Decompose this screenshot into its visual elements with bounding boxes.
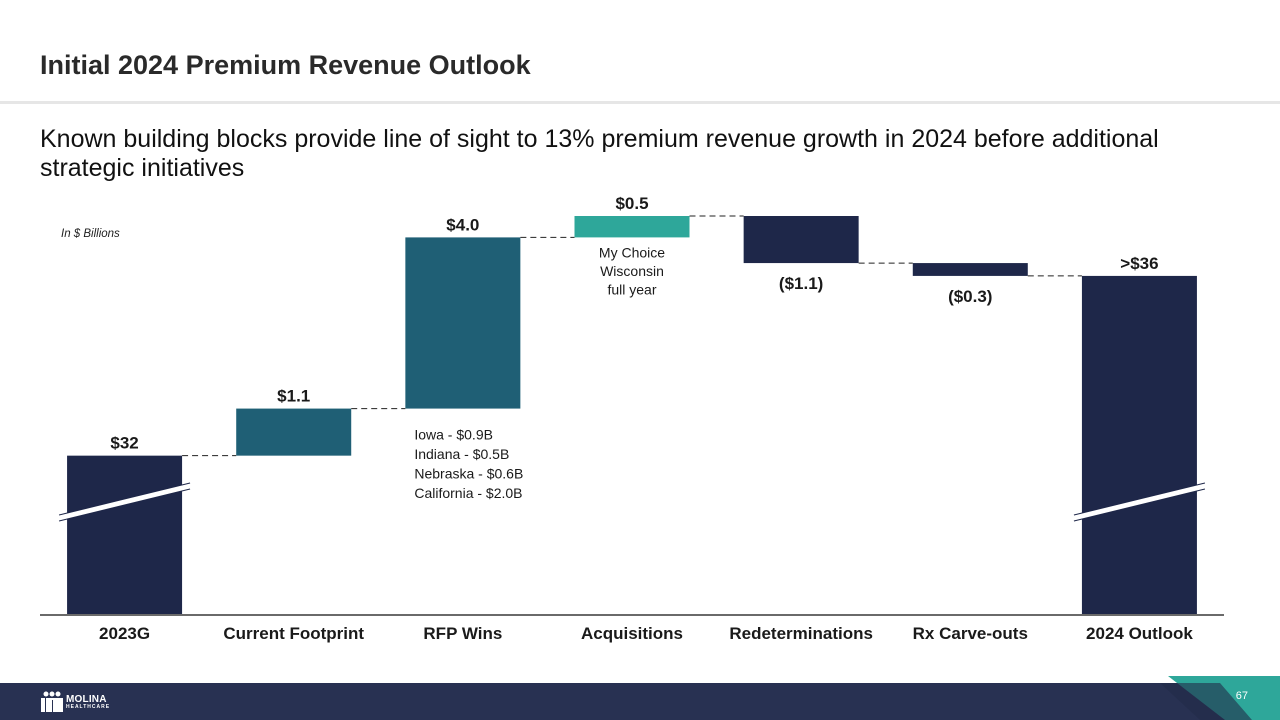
data-label: ($1.1): [779, 274, 823, 293]
units-note: In $ Billions: [61, 228, 120, 240]
slide-subtitle: Known building blocks provide line of si…: [40, 125, 1159, 182]
page-number: 67: [1235, 690, 1248, 702]
bar-acquisitions: [574, 216, 690, 238]
axis-break-line: [1073, 482, 1206, 516]
data-label: $0.5: [615, 194, 648, 213]
bar-2024-outlook: [1081, 275, 1197, 614]
annotation-text: My Choice: [599, 244, 665, 260]
bar-redeterminations: [743, 216, 859, 264]
company-logo: MOLINA HEALTHCARE: [40, 689, 110, 715]
waterfall-chart: $32 2023G $1.1 Current Footprint $4.0 RFP Win…: [40, 194, 1224, 643]
axis-break-mark: [58, 483, 191, 521]
logo-subtext: HEALTHCARE: [66, 703, 111, 710]
annotation-text: full year: [607, 281, 656, 297]
category-label: Acquisitions: [581, 624, 683, 643]
category-label: RFP Wins: [423, 624, 502, 643]
axis-break-line: [1073, 488, 1206, 522]
axis-break-line: [58, 482, 191, 516]
people-logo-icon: [41, 691, 63, 712]
bar-2023g: [67, 455, 183, 614]
annotation-text: California - $2.0B: [414, 485, 522, 501]
bar-rx-carve-outs: [912, 263, 1028, 276]
data-label: $32: [110, 434, 138, 453]
data-label: >$36: [1120, 254, 1158, 273]
annotation-text: Iowa - $0.9B: [414, 427, 493, 443]
bar-current-footprint: [236, 408, 352, 456]
slide-title: Initial 2024 Premium Revenue Outlook: [40, 50, 531, 80]
category-label: Rx Carve-outs: [913, 624, 1028, 643]
logo-wordmark: MOLINA: [66, 693, 107, 705]
data-label: $1.1: [277, 387, 310, 406]
axis-break-mark: [1073, 483, 1206, 521]
title-divider: [0, 101, 1280, 104]
category-label: Current Footprint: [223, 624, 364, 643]
data-label: $4.0: [446, 215, 479, 234]
footer-bar: [0, 683, 1280, 720]
annotation-text: Indiana - $0.5B: [414, 446, 509, 462]
data-label: ($0.3): [948, 287, 992, 306]
category-label: 2023G: [99, 624, 150, 643]
footer-accent: [1160, 676, 1280, 720]
category-label: Redeterminations: [729, 624, 873, 643]
annotation-text: Wisconsin: [600, 263, 664, 279]
category-label: 2024 Outlook: [1086, 624, 1193, 643]
annotation-text: Nebraska - $0.6B: [414, 466, 523, 482]
axis-break-line: [58, 488, 191, 522]
bar-rfp-wins: [405, 237, 521, 409]
